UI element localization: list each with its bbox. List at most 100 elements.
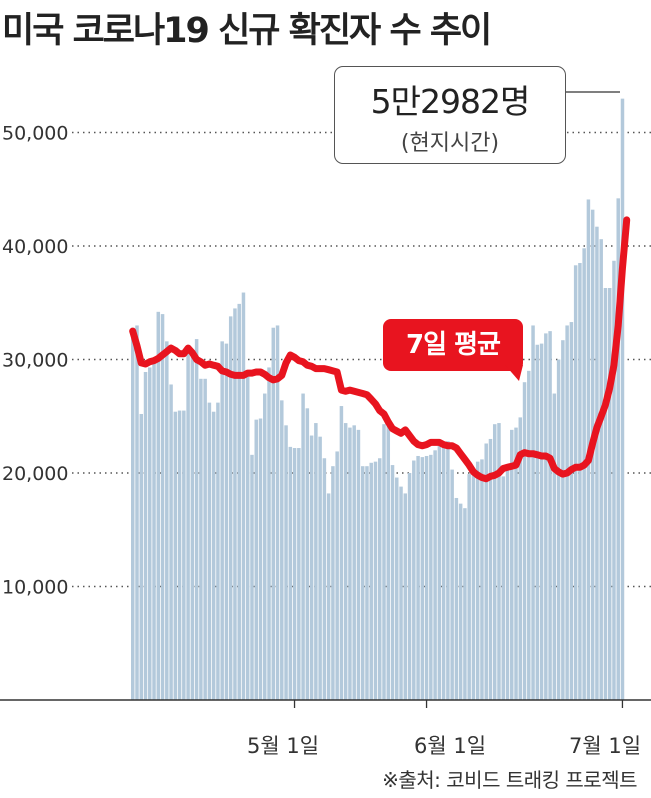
bar [173,411,178,700]
y-tick-label: 10,000 [2,577,68,599]
bar [352,425,356,700]
bar [160,314,165,700]
bar [612,260,616,700]
bar [207,402,212,700]
bar [475,461,480,700]
peak-callout: 5만2982명 (현지시간) [334,66,566,164]
bar [437,445,442,700]
y-tick-label: 30,000 [2,350,68,372]
avg-label-pointer [505,365,523,381]
bar [301,393,305,700]
bar [501,476,505,700]
bar [578,263,582,700]
bar [365,466,369,700]
bar [241,292,246,700]
bar [148,367,152,700]
x-tick-label: 5월 1일 [247,734,319,758]
bar [522,382,527,700]
x-tick-label: 6월 1일 [414,734,486,758]
bar [599,239,603,700]
bar [297,448,301,700]
bar [314,423,318,700]
bar [203,378,207,700]
bar [326,493,331,700]
bar [450,469,454,700]
bar [309,435,314,700]
bar [254,419,258,700]
chart-title: 미국 코로나19 신규 확진자 수 추이 [2,11,492,51]
bar [492,424,497,700]
bar [211,411,216,700]
bar [165,341,169,700]
x-axis-ticks: 5월 1일 6월 1일 7월 1일 [247,700,641,758]
y-tick-label: 50,000 [2,123,68,145]
y-tick-label: 40,000 [2,236,68,258]
bar [220,341,224,700]
bar [143,371,148,700]
bar [152,361,156,700]
bar [339,406,344,700]
bar [505,468,510,700]
bar [539,343,544,700]
bar [275,325,280,700]
bar [335,451,339,700]
bar [360,466,365,700]
bar [416,455,420,700]
bar [399,486,403,700]
bar [318,436,322,700]
bar [280,400,284,700]
bar [139,413,144,700]
bar [510,429,514,700]
bar [169,384,173,700]
bar [603,288,608,700]
bar [484,443,488,700]
bar [382,424,386,700]
bar [135,325,139,700]
bar [390,465,395,700]
bar [527,370,531,700]
bar [395,477,399,700]
bar [356,429,361,700]
bar [565,325,569,700]
bar [420,457,425,700]
bar [233,308,237,700]
y-tick-label: 20,000 [2,463,68,485]
bar [228,316,233,700]
bars [131,98,625,701]
bar [607,288,612,700]
bar [407,473,412,700]
bar [535,344,540,700]
bar [412,460,416,700]
bar [497,423,501,700]
seven-day-average-line [129,216,631,483]
bar [446,441,450,700]
bar [463,508,467,700]
bar [454,497,459,700]
bar [267,367,271,700]
bar [263,393,267,700]
bar [284,425,288,700]
bar [156,311,161,700]
bar [424,455,429,700]
bar [561,340,565,700]
bar [480,459,484,700]
peak-note: (현지시간) [400,131,500,156]
bar [386,419,391,700]
bar [348,427,352,700]
bar [224,343,229,700]
bar [433,450,437,700]
bar [569,322,574,700]
bar [429,454,433,700]
bar [271,327,276,700]
bar [518,417,523,700]
bar [258,418,263,700]
y-axis-ticks: 10,000 20,000 30,000 40,000 50,000 [2,123,68,599]
bar [595,226,599,700]
bar [403,493,408,700]
bar [467,474,471,700]
bar [177,410,182,700]
bar [471,473,476,700]
bar [216,402,220,700]
bar [458,503,463,700]
